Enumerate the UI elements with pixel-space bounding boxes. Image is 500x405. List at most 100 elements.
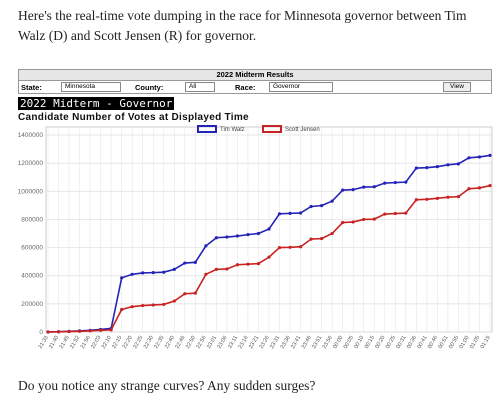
data-point <box>320 204 324 208</box>
filter-row: State: Minnesota County: All Race: Gover… <box>18 81 492 94</box>
data-point <box>172 299 176 303</box>
paragraph: Do you notice any strange curves? Any su… <box>18 378 316 393</box>
data-point <box>372 185 376 189</box>
y-tick-label: 1200000 <box>18 160 43 167</box>
county-select[interactable]: All <box>185 82 215 92</box>
paragraph: Here's the real-time vote dumping in the… <box>18 8 467 43</box>
state-select[interactable]: Minnesota <box>61 82 121 92</box>
data-point <box>246 262 250 266</box>
data-point <box>141 271 145 275</box>
chart: 0 200000 400000 600000 800000 1000000 1200000 1… <box>18 125 493 350</box>
data-point <box>141 303 145 308</box>
data-point <box>120 276 124 280</box>
data-point <box>214 236 218 240</box>
race-select[interactable]: Governor <box>269 82 333 92</box>
data-point <box>351 187 355 192</box>
data-point <box>330 231 334 236</box>
data-point <box>99 328 103 332</box>
data-point <box>235 263 240 267</box>
data-point <box>183 261 187 265</box>
y-tick-label: 400000 <box>21 273 43 280</box>
data-point <box>477 155 482 159</box>
y-tick-label: 1000000 <box>18 188 43 195</box>
data-point <box>267 255 271 259</box>
data-point <box>298 211 303 215</box>
y-tick-label: 800000 <box>21 216 43 223</box>
data-point <box>425 166 429 170</box>
x-tick-label: 23:06 <box>217 335 229 350</box>
data-point <box>456 162 461 166</box>
y-tick-label: 600000 <box>21 245 43 252</box>
data-point <box>162 302 166 307</box>
panel-header: 2022 Midterm Results <box>18 69 492 81</box>
data-point <box>193 260 197 264</box>
data-point <box>88 329 92 333</box>
data-point <box>130 272 134 276</box>
data-point <box>130 305 134 309</box>
data-point <box>488 184 492 188</box>
legend-label: Tim Walz <box>220 127 245 133</box>
data-point <box>214 267 218 271</box>
x-tick-label: 01:15 <box>480 335 492 350</box>
data-point <box>298 245 303 249</box>
data-point <box>235 234 240 238</box>
data-point <box>330 199 334 203</box>
data-point <box>393 180 397 185</box>
label: Race: <box>235 82 256 92</box>
data-point <box>309 204 313 209</box>
data-point <box>467 156 471 160</box>
data-point <box>351 220 355 224</box>
chart-title: Candidate Number of Votes at Displayed T… <box>18 112 249 123</box>
data-point <box>162 270 166 274</box>
legend-label: Scott Jensen <box>285 127 320 133</box>
data-point <box>204 244 208 248</box>
results-panel: 2022 Midterm Results State: Minnesota Co… <box>18 69 492 123</box>
data-point <box>320 236 324 241</box>
data-point <box>383 212 387 216</box>
data-point <box>256 231 261 236</box>
data-point <box>435 165 439 169</box>
data-point <box>151 303 155 307</box>
data-point <box>414 198 418 202</box>
data-point <box>225 235 229 239</box>
data-point <box>267 227 271 231</box>
data-point <box>404 180 408 184</box>
data-point <box>183 292 187 296</box>
data-point <box>467 187 471 191</box>
data-point <box>67 329 71 334</box>
data-point <box>456 195 461 199</box>
y-tick-label: 0 <box>39 329 43 336</box>
y-tick-label: 200000 <box>21 301 43 308</box>
data-point <box>446 195 450 199</box>
legend-swatch <box>197 125 217 133</box>
data-point <box>393 211 397 216</box>
data-point <box>362 185 366 189</box>
data-point <box>362 217 366 222</box>
data-point <box>204 272 208 276</box>
data-point <box>77 329 82 333</box>
label: County: <box>135 82 164 92</box>
data-point <box>288 211 292 215</box>
data-point <box>56 330 61 334</box>
legend-swatch <box>262 125 282 133</box>
data-point <box>46 330 50 334</box>
label: State: <box>21 82 42 92</box>
data-point <box>477 186 482 190</box>
data-point <box>288 245 292 249</box>
data-point <box>151 271 155 275</box>
view-button[interactable]: View <box>443 82 471 92</box>
data-point <box>372 217 376 221</box>
data-point <box>120 307 124 312</box>
data-point <box>193 291 197 295</box>
data-point <box>277 212 282 216</box>
data-point <box>435 196 439 200</box>
data-point <box>425 197 429 201</box>
data-point <box>488 153 492 158</box>
data-point <box>172 267 176 271</box>
data-point <box>309 237 313 241</box>
data-point <box>414 166 418 170</box>
data-point <box>109 328 113 332</box>
data-point <box>446 163 450 167</box>
data-point <box>225 267 229 271</box>
